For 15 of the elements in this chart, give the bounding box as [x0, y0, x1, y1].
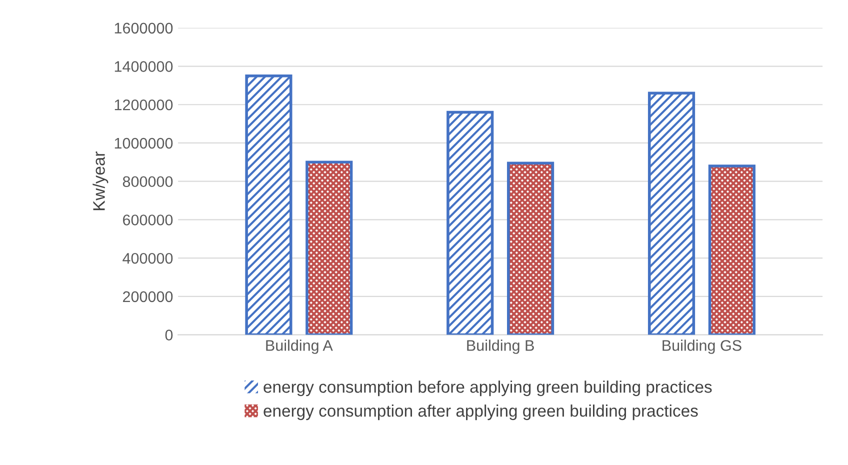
x-tick-label: Building GS — [662, 340, 742, 354]
x-tick-label: Building A — [266, 340, 333, 354]
x-tick-label: Building B — [467, 340, 534, 354]
y-tick-label: 0 — [165, 330, 173, 340]
y-axis-title: Kw/year — [92, 152, 108, 210]
legend-label: energy consumption before applying green building practices — [264, 380, 712, 396]
y-tick-label: 200000 — [123, 291, 173, 302]
legend-label: energy consumption after applying green building practices — [264, 404, 698, 420]
y-tick-label: 600000 — [123, 214, 173, 226]
y-tick-label: 1000000 — [114, 138, 173, 149]
y-tick-label: 1600000 — [114, 22, 173, 34]
y-tick-label: 1400000 — [114, 61, 173, 72]
y-tick-label: 1200000 — [114, 99, 173, 110]
y-tick-label: 400000 — [122, 252, 173, 264]
y-tick-label: 800000 — [122, 176, 173, 188]
